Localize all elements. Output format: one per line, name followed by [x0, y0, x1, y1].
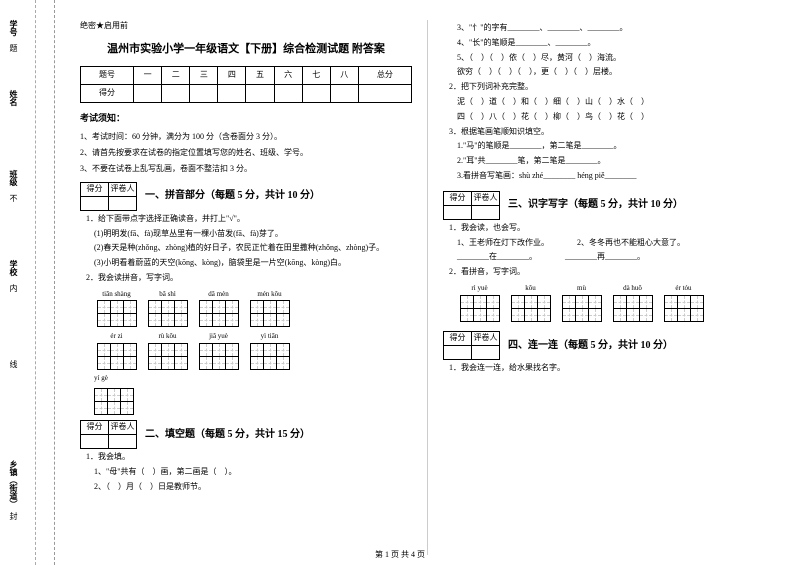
th: 二 [162, 67, 190, 85]
mh: 评卷人 [109, 182, 137, 196]
th: 题号 [81, 67, 134, 85]
q4-1: 1．我会连一连，给水果找名字。 [449, 362, 775, 375]
q2-1-a: 1、"母"共有（ ）画，第二画是（ ）。 [94, 466, 412, 479]
py: mù [559, 283, 604, 294]
r-sub-6: 2."耳"共________笔，第二笔是________。 [457, 155, 775, 168]
exam-title: 温州市实验小学一年级语文【下册】综合检测试题 附答案 [80, 41, 412, 59]
score-value-row: 得分 [81, 85, 412, 103]
sec2-header: 得分评卷人 二、填空题（每题 5 分，共计 15 分） [80, 420, 412, 449]
dash-line [35, 0, 36, 565]
mh: 得分 [444, 191, 472, 205]
q1-1-c: (3)小明看着蔚蓝的天空(kōng、kòng)，脑袋里是一片空(kōng、kòn… [94, 257, 412, 270]
binding-t1: 学号 题 [8, 20, 19, 52]
r-sub-3: 四（ ）八（ ）花（ ）柳（ ）鸟（ ）花（ ） [457, 111, 775, 124]
py: ér tóu [661, 283, 706, 294]
mh: 评卷人 [109, 421, 137, 435]
q3-1-b: ________在________。 ________再________。 [457, 251, 775, 264]
q3-1: 1．我会读，也会写。 [449, 222, 775, 235]
q3-1-a: 1、王老师在灯下改作业。 2、冬冬再也不能粗心大意了。 [457, 237, 775, 250]
r-item-1: 3、"忄"的字有________、________、________。 [457, 22, 775, 35]
r-item-2: 4、"长"的笔顺是________、________。 [457, 37, 775, 50]
sec1-header: 得分评卷人 一、拼音部分（每题 5 分，共计 10 分） [80, 182, 412, 211]
mh: 得分 [81, 182, 109, 196]
right-column: 3、"忄"的字有________、________、________。 4、"长… [428, 20, 790, 555]
mh: 评卷人 [472, 332, 500, 346]
th: 五 [246, 67, 274, 85]
binding-margin: 学号 题 姓名 班级 不 学校 内 线 乡镇（街道） 封 [0, 0, 55, 565]
r-sub-4: 3．根据笔画笔顺知识填空。 [449, 126, 775, 139]
notice-1: 1、考试时间：60 分钟，满分为 100 分（含卷面分 3 分）。 [80, 131, 412, 144]
sec3-header: 得分评卷人 三、识字写字（每题 5 分，共计 10 分） [443, 191, 775, 220]
py: ér zi [94, 331, 139, 342]
page-root: 学号 题 姓名 班级 不 学校 内 线 乡镇（街道） 封 绝密★启用前 温州市实… [0, 0, 800, 565]
py: kǒu [508, 283, 553, 294]
th: 总分 [358, 67, 411, 85]
sec2-title: 二、填空题（每题 5 分，共计 15 分） [145, 427, 310, 443]
r-sub-7: 3.看拼音写笔画：shù zhé________ héng piě_______… [457, 170, 775, 183]
left-column: 绝密★启用前 温州市实验小学一年级语文【下册】综合检测试题 附答案 题号 一 二… [65, 20, 428, 555]
py: dǎ mèn [196, 289, 241, 300]
sec4-header: 得分评卷人 四、连一连（每题 5 分，共计 10 分） [443, 331, 775, 360]
binding-t6: 乡镇（街道） 封 [8, 460, 19, 520]
sec4-title: 四、连一连（每题 5 分，共计 10 分） [508, 338, 673, 354]
mini-score-2: 得分评卷人 [80, 420, 137, 449]
th: 三 [190, 67, 218, 85]
r-sub-5: 1."马"的笔顺是________，第二笔是________。 [457, 140, 775, 153]
content-area: 绝密★启用前 温州市实验小学一年级语文【下册】综合检测试题 附答案 题号 一 二… [55, 0, 800, 565]
pinyin-row-extra [94, 388, 412, 414]
page-footer: 第 1 页 共 4 页 [375, 549, 425, 560]
sec1-title: 一、拼音部分（每题 5 分，共计 10 分） [145, 188, 320, 204]
th: 八 [330, 67, 358, 85]
mh: 得分 [444, 332, 472, 346]
q2-1: 1．我会填。 [86, 451, 412, 464]
confidential-mark: 绝密★启用前 [80, 20, 412, 33]
binding-t3: 班级 不 [8, 170, 19, 202]
notice-2: 2、请首先按要求在试卷的指定位置填写您的姓名、班级、学号。 [80, 147, 412, 160]
r-item-3: 5、（ ）（ ）依（ ）尽，黄河（ ）海流。 [457, 52, 775, 65]
th: 一 [134, 67, 162, 85]
py: rì yuè [457, 283, 502, 294]
q2-1-b: 2、（ ）月（ ）日是教师节。 [94, 481, 412, 494]
notice-3: 3、不要在试卷上乱写乱画，卷面不整洁扣 3 分。 [80, 163, 412, 176]
th: 六 [274, 67, 302, 85]
py: rù kǒu [145, 331, 190, 342]
py-extra: yí gè [94, 373, 412, 384]
q1-2: 2．我会读拼音，写字词。 [86, 272, 412, 285]
q1-1: 1．给下面带点字选择正确读音，并打上"√"。 [86, 213, 412, 226]
mh: 评卷人 [472, 191, 500, 205]
sec3-title: 三、识字写字（每题 5 分，共计 10 分） [508, 197, 683, 213]
py: yì tiān [247, 331, 292, 342]
binding-t5: 线 [8, 360, 19, 368]
r-sub-1: 2．把下列词补充完整。 [449, 81, 775, 94]
r-sub-0: 欲穷（ ）（ ）（ ），更（ ）（ ）层楼。 [457, 66, 775, 79]
th: 四 [218, 67, 246, 85]
py: jiǎ yuè [196, 331, 241, 342]
th: 七 [302, 67, 330, 85]
pinyin-row-3: rì yuè kǒu mù dà huǒ ér tóu [457, 283, 775, 321]
score-table: 题号 一 二 三 四 五 六 七 八 总分 得分 [80, 66, 412, 103]
py: bǎ shì [145, 289, 190, 300]
q1-1-a: (1)明明发(fā、fà)现草丛里有一棵小苗发(fā、fà)芽了。 [94, 228, 412, 241]
pinyin-row-1: tiān shàng bǎ shì dǎ mèn mén kǒu [94, 289, 412, 327]
score-header-row: 题号 一 二 三 四 五 六 七 八 总分 [81, 67, 412, 85]
py: dà huǒ [610, 283, 655, 294]
q3-2: 2．看拼音，写字词。 [449, 266, 775, 279]
notice-head: 考试须知： [80, 111, 412, 125]
mini-score-4: 得分评卷人 [443, 331, 500, 360]
mh: 得分 [81, 421, 109, 435]
binding-t4: 学校 内 [8, 260, 19, 292]
binding-t2: 姓名 [8, 90, 19, 106]
py: mén kǒu [247, 289, 292, 300]
q1-1-b: (2)春天是种(zhǒng、zhòng)植的好日子，农民正忙着在田里撒种(zhǒ… [94, 242, 412, 255]
td: 得分 [81, 85, 134, 103]
r-sub-2: 泥（ ）道（ ）和（ ）细（ ）山（ ）水（ ） [457, 96, 775, 109]
pinyin-row-2: ér zi rù kǒu jiǎ yuè yì tiān [94, 331, 412, 369]
mini-score-3: 得分评卷人 [443, 191, 500, 220]
py: tiān shàng [94, 289, 139, 300]
mini-score-1: 得分评卷人 [80, 182, 137, 211]
